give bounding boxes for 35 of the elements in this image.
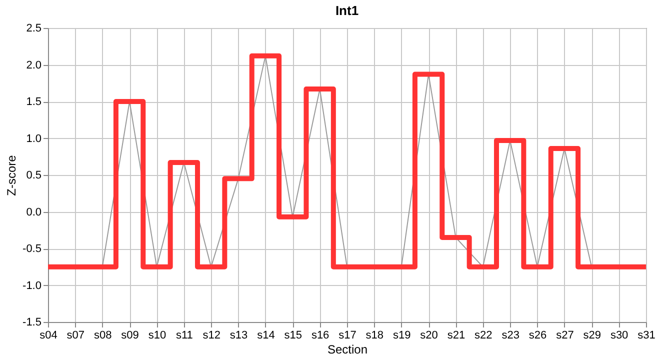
- x-tick-label: s30: [610, 330, 628, 342]
- y-tick-label: 1.0: [26, 132, 42, 145]
- x-tick-label: s11: [176, 330, 193, 342]
- x-tick-label: s29: [583, 330, 602, 342]
- x-tick-label: s19: [392, 330, 411, 342]
- x-axis-title: Section: [327, 342, 368, 356]
- x-tick-label: s26: [528, 330, 547, 342]
- x-tick-label: s04: [40, 330, 58, 342]
- y-tick-label: 0.5: [26, 170, 42, 182]
- x-tick-label: s08: [94, 330, 112, 342]
- y-tick-label: 1.5: [26, 96, 42, 108]
- y-tick-label: 2.0: [26, 59, 42, 72]
- chart-title: Int1: [335, 3, 359, 18]
- x-tick-label: s10: [148, 330, 166, 342]
- x-tick-label: s23: [502, 330, 520, 342]
- y-tick-label: -1.0: [22, 280, 42, 292]
- y-tick-label: -1.5: [22, 316, 42, 328]
- x-tick-label: s13: [230, 330, 248, 342]
- x-tick-label: s27: [556, 330, 574, 342]
- x-tick-label: s17: [338, 330, 356, 342]
- x-tick-label: s21: [447, 330, 466, 342]
- x-tick-label: s16: [311, 330, 330, 342]
- y-tick-label: 0.0: [26, 206, 42, 218]
- x-tick-label: s12: [202, 330, 220, 342]
- x-tick-label: s20: [420, 330, 438, 342]
- x-tick-label: s15: [284, 330, 302, 342]
- x-tick-label: s07: [66, 330, 85, 342]
- y-tick-label: 2.5: [26, 22, 42, 34]
- x-tick-label: s09: [121, 330, 139, 342]
- x-tick-label: s22: [474, 330, 492, 342]
- x-tick-label: s18: [366, 330, 384, 342]
- x-tick-label: s14: [257, 330, 275, 342]
- y-tick-label: -0.5: [22, 243, 42, 255]
- y-axis-title: Z-score: [4, 154, 19, 196]
- x-tick-label: s31: [638, 330, 656, 342]
